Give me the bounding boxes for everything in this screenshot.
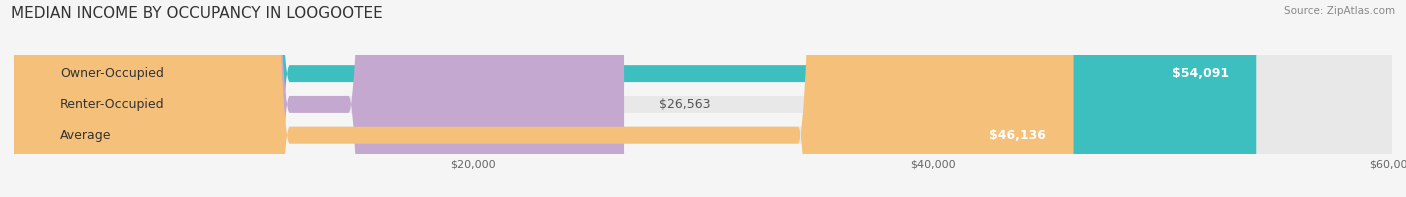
FancyBboxPatch shape — [14, 0, 1392, 197]
Text: Owner-Occupied: Owner-Occupied — [60, 67, 165, 80]
FancyBboxPatch shape — [14, 0, 624, 197]
Text: $26,563: $26,563 — [658, 98, 710, 111]
Text: $54,091: $54,091 — [1171, 67, 1229, 80]
Text: MEDIAN INCOME BY OCCUPANCY IN LOOGOOTEE: MEDIAN INCOME BY OCCUPANCY IN LOOGOOTEE — [11, 6, 382, 21]
FancyBboxPatch shape — [14, 0, 1074, 197]
Text: Renter-Occupied: Renter-Occupied — [60, 98, 165, 111]
Text: Average: Average — [60, 129, 111, 142]
FancyBboxPatch shape — [14, 0, 1256, 197]
FancyBboxPatch shape — [14, 0, 1392, 197]
FancyBboxPatch shape — [14, 0, 1392, 197]
Text: $46,136: $46,136 — [990, 129, 1046, 142]
Text: Source: ZipAtlas.com: Source: ZipAtlas.com — [1284, 6, 1395, 16]
